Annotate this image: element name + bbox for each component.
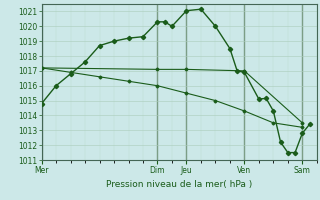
- X-axis label: Pression niveau de la mer( hPa ): Pression niveau de la mer( hPa ): [106, 180, 252, 189]
